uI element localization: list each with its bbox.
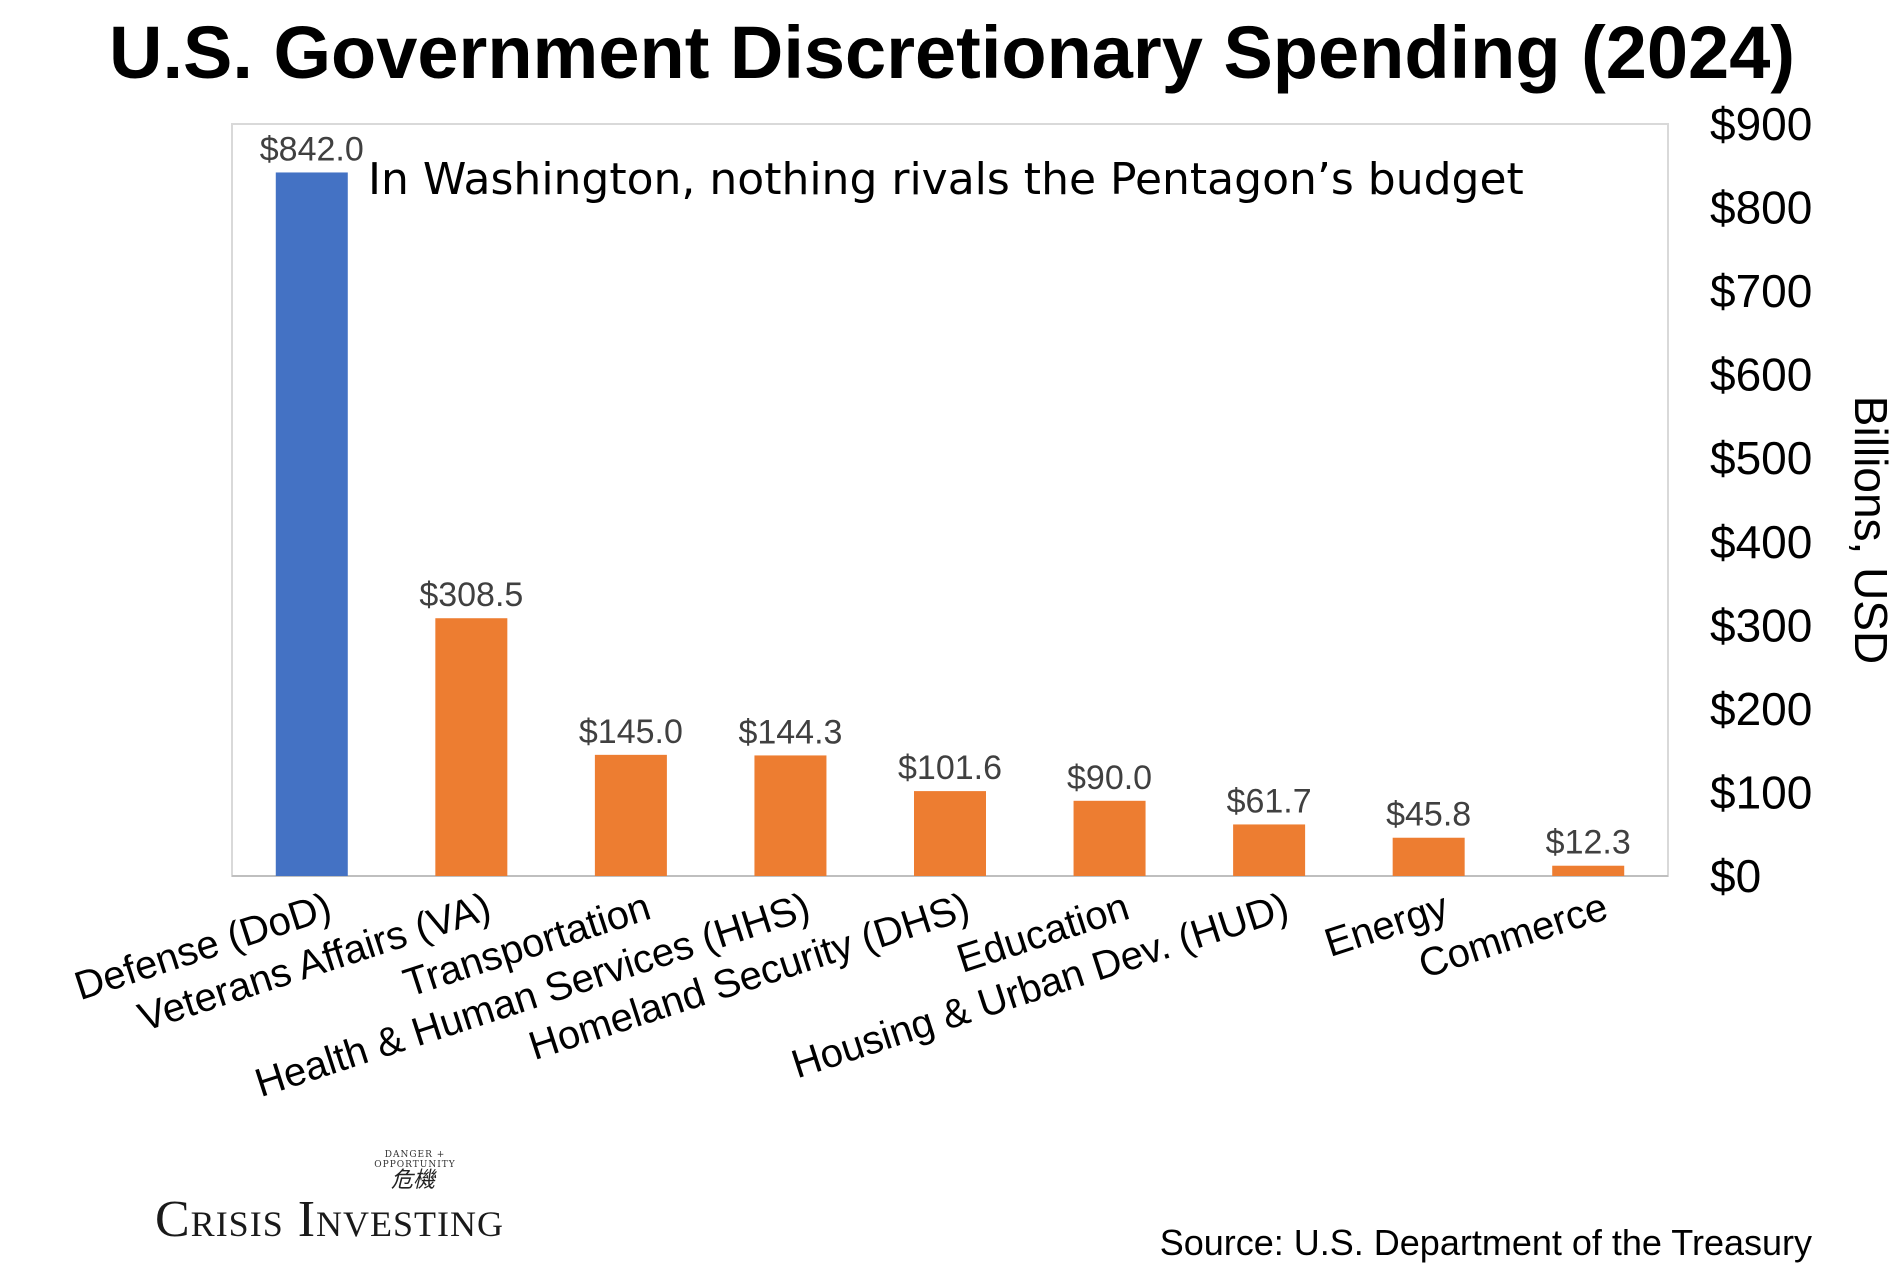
y-tick-label: $900 bbox=[1710, 98, 1812, 150]
y-tick-label: $700 bbox=[1710, 265, 1812, 317]
value-label: $842.0 bbox=[260, 130, 364, 168]
bar-7 bbox=[1392, 837, 1465, 876]
value-label: $144.3 bbox=[738, 713, 842, 751]
y-axis-label: Billions, USD bbox=[1845, 396, 1897, 664]
y-tick-label: $400 bbox=[1710, 516, 1812, 568]
bar-6 bbox=[1233, 824, 1306, 876]
bar-4 bbox=[914, 791, 986, 876]
chart-title: U.S. Government Discretionary Spending (… bbox=[109, 11, 1795, 94]
bars-group bbox=[275, 172, 1625, 876]
y-axis-ticks: $0 $100 $200 $300 $400 $500 $600 $700 $800 $900 bbox=[1710, 98, 1812, 902]
logo-glyph: 危機 bbox=[391, 1168, 436, 1193]
value-label: $101.6 bbox=[898, 749, 1002, 787]
value-label: $90.0 bbox=[1067, 759, 1152, 797]
logo-wordmark: Crisis Investing bbox=[155, 1191, 505, 1248]
bar-1 bbox=[435, 618, 508, 876]
bar-3 bbox=[754, 755, 827, 876]
y-tick-label: $100 bbox=[1710, 766, 1812, 818]
y-tick-label: $600 bbox=[1710, 349, 1812, 401]
y-tick-label: $0 bbox=[1710, 850, 1761, 902]
bar-0 bbox=[275, 172, 348, 876]
value-labels-group: $842.0 $308.5 $145.0 $144.3 $101.6 $90.0 $61.7… bbox=[260, 130, 1631, 861]
value-label: $61.7 bbox=[1227, 782, 1312, 820]
y-tick-label: $300 bbox=[1710, 599, 1812, 651]
y-tick-label: $200 bbox=[1710, 683, 1812, 735]
bar-2 bbox=[594, 754, 667, 876]
crisis-investing-logo: DANGER + OPPORTUNITY 危機 Crisis Investing bbox=[155, 1150, 605, 1260]
logo-tagline: DANGER + OPPORTUNITY bbox=[374, 1150, 456, 1170]
source-note: Source: U.S. Department of the Treasury bbox=[1159, 1222, 1812, 1263]
x-axis-ticks: Defense (DoD)Veterans Affairs (VA)Transp… bbox=[69, 885, 1613, 1106]
y-tick-label: $800 bbox=[1710, 182, 1812, 234]
chart-annotation: In Washington, nothing rivals the Pentag… bbox=[368, 154, 1524, 205]
value-label: $45.8 bbox=[1386, 796, 1471, 834]
value-label: $308.5 bbox=[419, 576, 523, 614]
value-label: $145.0 bbox=[579, 713, 683, 751]
logo-text: Crisis Investing bbox=[155, 1190, 504, 1249]
value-label: $12.3 bbox=[1546, 824, 1631, 862]
bar-8 bbox=[1552, 865, 1625, 876]
bar-5 bbox=[1073, 800, 1146, 876]
y-tick-label: $500 bbox=[1710, 432, 1812, 484]
